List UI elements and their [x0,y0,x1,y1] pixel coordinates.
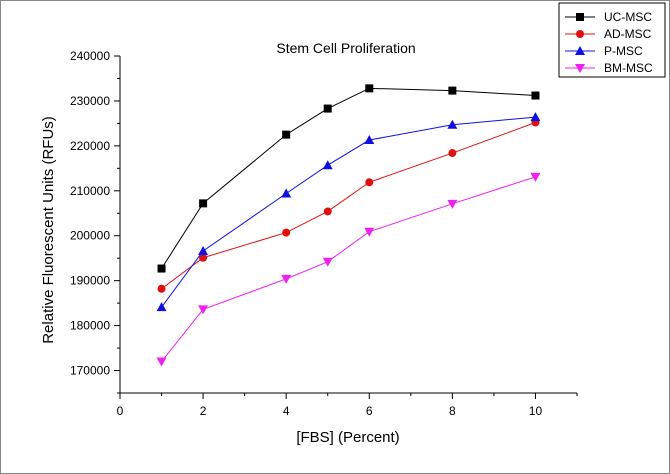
x-axis-title: [FBS] (Percent) [296,429,399,446]
data-point-bm-msc [156,357,167,367]
x-tick-label: 4 [283,404,290,418]
y-axis: 170000 180000 190000 200000 210000 220000 2300… [70,49,120,394]
legend-label-ad-msc: AD-MSC [604,27,652,41]
data-point-ad-msc [157,284,166,293]
series-bm-msc [156,172,541,367]
x-tick-label: 2 [200,404,207,418]
data-point-uc-msc [323,104,332,113]
legend-marker-bm-msc [575,64,585,73]
y-axis-title: Relative Fluorescent Units (RFUs) [40,116,57,344]
legend-marker-ad-msc [576,30,584,38]
data-point-ad-msc [199,253,208,262]
data-point-p-msc [156,302,167,312]
data-point-uc-msc [365,84,374,93]
data-point-bm-msc [322,257,333,267]
legend-label-bm-msc: BM-MSC [604,61,653,75]
data-point-bm-msc [447,199,458,209]
y-tick-label: 230000 [70,94,110,108]
legend-marker-p-msc [575,46,585,55]
data-point-uc-msc [531,91,540,100]
y-tick-label: 210000 [70,184,110,198]
legend-label-uc-msc: UC-MSC [604,10,652,24]
data-point-bm-msc [198,305,209,315]
data-point-ad-msc [323,207,332,216]
x-tick-label: 8 [449,404,456,418]
y-tick-label: 190000 [70,274,110,288]
data-point-p-msc [281,188,292,198]
data-point-uc-msc [448,86,457,95]
x-tick-label: 6 [366,404,373,418]
legend: UC-MSC AD-MSC P-MSC BM-MSC [558,2,666,78]
series-ad-msc [157,118,540,293]
plot-frame [119,56,577,394]
legend-marker-uc-msc [576,13,584,21]
data-point-bm-msc [530,172,541,182]
chart-title: Stem Cell Proliferation [276,40,415,56]
data-point-ad-msc [282,228,291,237]
series-uc-msc [157,84,540,273]
series-p-msc [156,112,541,312]
data-point-uc-msc [157,264,166,273]
y-tick-label: 220000 [70,139,110,153]
y-tick-label: 170000 [70,364,110,378]
data-point-bm-msc [281,274,292,284]
x-axis: 0 2 4 6 8 10 [117,393,578,418]
data-point-uc-msc [282,130,291,139]
y-tick-label: 240000 [70,49,110,63]
y-tick-label: 180000 [70,319,110,333]
data-point-p-msc [364,135,375,145]
series-layer [156,84,541,367]
data-point-p-msc [447,119,458,129]
legend-label-p-msc: P-MSC [604,44,643,58]
x-tick-label: 10 [529,404,543,418]
data-point-uc-msc [199,199,208,208]
data-point-p-msc [198,246,209,256]
data-point-ad-msc [448,149,457,158]
data-point-p-msc [322,160,333,170]
x-tick-label: 0 [117,404,124,418]
data-point-bm-msc [364,227,375,237]
data-point-p-msc [530,112,541,122]
data-point-ad-msc [365,178,374,187]
y-tick-label: 200000 [70,229,110,243]
